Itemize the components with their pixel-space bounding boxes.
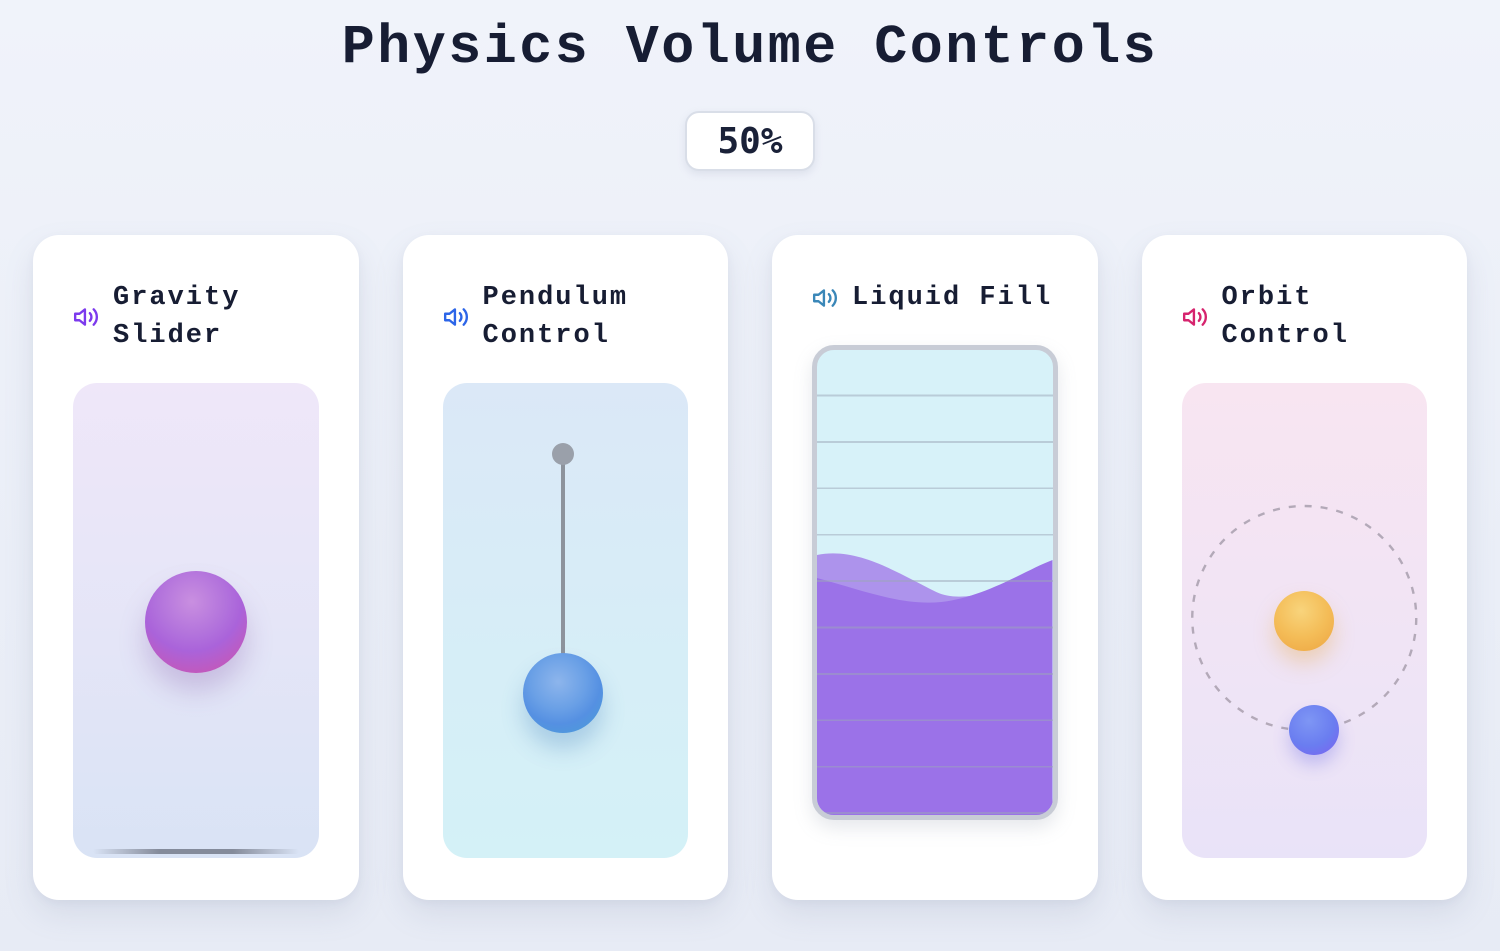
liquid-fill-card: Liquid Fill xyxy=(772,235,1098,900)
orbit-card-header: Orbit Control xyxy=(1182,279,1428,355)
orbit-track[interactable] xyxy=(1181,383,1427,858)
controls-row: Gravity Slider Pendulum Control xyxy=(33,235,1467,900)
volume-icon xyxy=(73,308,98,326)
page-title: Physics Volume Controls xyxy=(341,16,1159,79)
pendulum-card-header: Pendulum Control xyxy=(443,279,689,355)
volume-value-text: 50% xyxy=(717,120,783,162)
liquid-tank[interactable] xyxy=(812,345,1058,820)
pendulum-rod xyxy=(560,454,565,696)
orbit-card-title: Orbit Control xyxy=(1221,283,1349,351)
gravity-ball-handle[interactable] xyxy=(144,571,247,673)
gravity-card-header: Gravity Slider xyxy=(73,279,319,355)
volume-icon xyxy=(1182,308,1207,326)
pendulum-bob-handle[interactable] xyxy=(522,653,603,733)
orbit-path xyxy=(1190,504,1417,732)
volume-icon xyxy=(443,308,468,326)
pendulum-track[interactable] xyxy=(442,383,688,858)
pendulum-pivot xyxy=(551,443,574,465)
gravity-card-title: Gravity Slider xyxy=(113,283,241,351)
orbit-control-card: Orbit Control xyxy=(1141,235,1467,900)
liquid-card-title: Liquid Fill xyxy=(852,283,1053,313)
liquid-waves xyxy=(817,553,1053,815)
gravity-slider-card: Gravity Slider xyxy=(33,235,359,900)
pendulum-control-card: Pendulum Control xyxy=(402,235,728,900)
liquid-card-header: Liquid Fill xyxy=(812,279,1058,317)
volume-value-display: 50% xyxy=(685,111,815,171)
gravity-slider-track[interactable] xyxy=(73,383,319,858)
orbit-planet-handle[interactable] xyxy=(1288,705,1339,755)
pendulum-card-title: Pendulum Control xyxy=(482,283,629,351)
volume-icon xyxy=(812,289,837,307)
gravity-ground-line xyxy=(93,849,299,854)
orbit-sun xyxy=(1273,591,1334,651)
